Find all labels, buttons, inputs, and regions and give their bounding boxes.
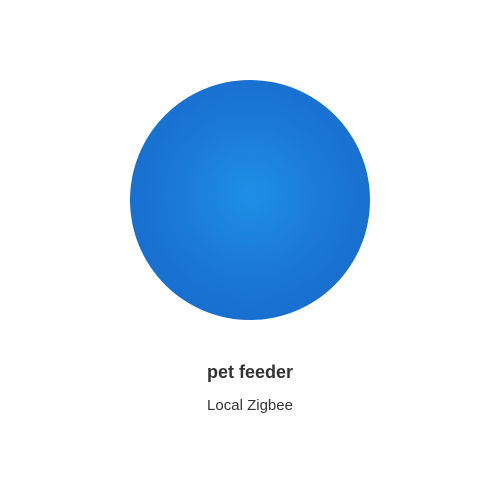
device-status-orb[interactable] <box>130 80 370 320</box>
device-subtitle: Local Zigbee <box>207 397 293 414</box>
device-name: pet feeder <box>206 362 294 382</box>
